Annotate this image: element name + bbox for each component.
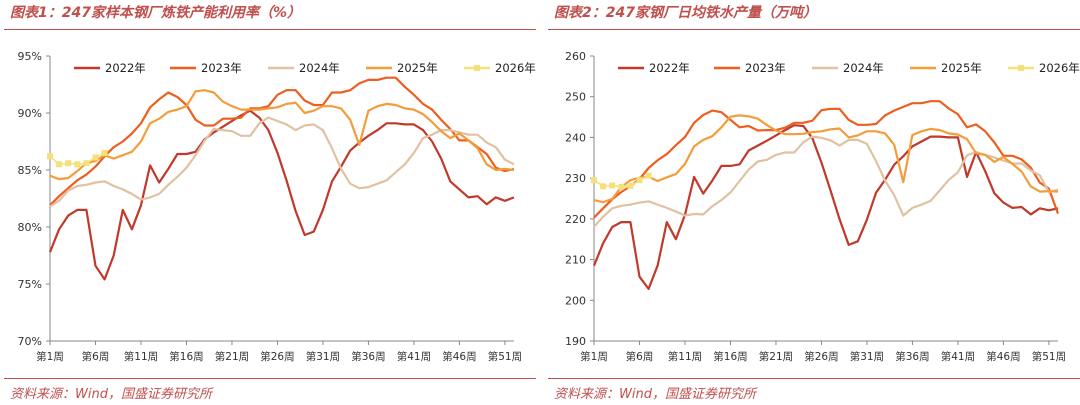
series-point	[101, 149, 108, 156]
legend-label: 2023年	[745, 61, 786, 75]
legend-label: 2025年	[941, 61, 982, 75]
series-line-2022年	[592, 124, 1059, 290]
legend-label: 2024年	[843, 61, 884, 75]
x-tick-label: 第6周	[82, 350, 110, 363]
y-tick-label: 70%	[18, 335, 42, 348]
chart-panel-left: 图表1：247家样本钢厂炼铁产能利用率（%） 70% 75% 80% 85% 90% 95…	[4, 0, 536, 405]
legend-label: 2024年	[299, 61, 340, 75]
series-point	[600, 183, 607, 190]
series-point	[627, 182, 634, 189]
x-tick-label: 第1周	[580, 350, 608, 363]
source-rule	[4, 378, 536, 379]
legend-label: 2022年	[105, 61, 146, 75]
y-tick-label: 200	[565, 294, 586, 307]
x-tick-label: 第26周	[260, 350, 294, 363]
x-tick-label: 第51周	[488, 350, 522, 363]
legend-swatch-marker	[474, 65, 480, 71]
x-tick-label: 第1周	[36, 350, 64, 363]
y-tick-label: 220	[565, 213, 586, 226]
series-point	[56, 161, 63, 168]
source-note: 资料来源：Wind，国盛证券研究所	[554, 387, 756, 402]
y-tick-label: 260	[565, 50, 586, 63]
series-point	[591, 177, 597, 184]
x-tick-label: 第36周	[895, 350, 929, 363]
series-line-2024年	[49, 116, 515, 208]
y-tick-label: 210	[565, 254, 586, 267]
y-tick-label: 190	[565, 335, 586, 348]
series-line-2023年	[593, 100, 1060, 219]
series-point	[74, 161, 81, 168]
x-tick-label: 第41周	[397, 350, 431, 363]
series-point	[645, 172, 652, 179]
series-line-2023年	[49, 76, 515, 207]
legend-label: 2026年	[1039, 61, 1080, 75]
source-note: 资料来源：Wind，国盛证券研究所	[10, 387, 212, 402]
x-tick-label: 第41周	[941, 350, 975, 363]
x-tick-label: 第11周	[124, 350, 158, 363]
y-tick-label: 95%	[18, 50, 42, 63]
x-tick-label: 第21周	[759, 350, 793, 363]
y-tick-label: 230	[565, 172, 586, 185]
x-tick-label: 第36周	[351, 350, 385, 363]
legend-label: 2022年	[649, 61, 690, 75]
chart-plot-area: 70% 75% 80% 85% 90% 95% 第1周 第6周 第11周 第16周 第21周 第26周…	[18, 50, 536, 363]
source-rule	[548, 378, 1080, 379]
y-tick-label: 90%	[18, 107, 42, 120]
x-tick-label: 第16周	[713, 350, 747, 363]
x-tick-label: 第46周	[986, 350, 1020, 363]
series-line-2025年	[593, 114, 1059, 204]
series-point	[618, 183, 625, 190]
y-tick-label: 250	[565, 91, 586, 104]
x-tick-label: 第11周	[668, 350, 702, 363]
x-tick-label: 第21周	[215, 350, 249, 363]
legend-label: 2025年	[397, 61, 438, 75]
chart-panel-right: 图表2：247家钢厂日均铁水产量（万吨） 190 200 210 220 230 240 2…	[548, 0, 1080, 405]
series-point	[47, 153, 53, 160]
x-tick-label: 第26周	[804, 350, 838, 363]
y-tick-label: 240	[565, 131, 586, 144]
x-tick-label: 第6周	[626, 350, 654, 363]
y-tick-label: 75%	[18, 278, 42, 291]
legend-label: 2023年	[201, 61, 242, 75]
y-tick-label: 80%	[18, 221, 42, 234]
series-point	[92, 154, 99, 161]
x-tick-label: 第31周	[306, 350, 340, 363]
x-tick-label: 第16周	[169, 350, 203, 363]
series-line-2025年	[49, 89, 515, 181]
series-point	[636, 177, 643, 184]
legend-label: 2026年	[495, 61, 536, 75]
x-tick-label: 第31周	[850, 350, 884, 363]
title-rule	[4, 29, 536, 30]
x-tick-label: 第51周	[1032, 350, 1066, 363]
series-point	[65, 160, 72, 167]
series-point	[609, 182, 616, 189]
legend-swatch-marker	[1018, 65, 1024, 71]
series-point	[83, 160, 90, 167]
x-tick-label: 第46周	[442, 350, 476, 363]
series-line-2022年	[48, 109, 515, 281]
y-tick-label: 85%	[18, 164, 42, 177]
title-rule	[548, 29, 1080, 30]
chart-title: 图表2：247家钢厂日均铁水产量（万吨）	[554, 5, 817, 21]
chart-title: 图表1：247家样本钢厂炼铁产能利用率（%）	[10, 5, 301, 21]
